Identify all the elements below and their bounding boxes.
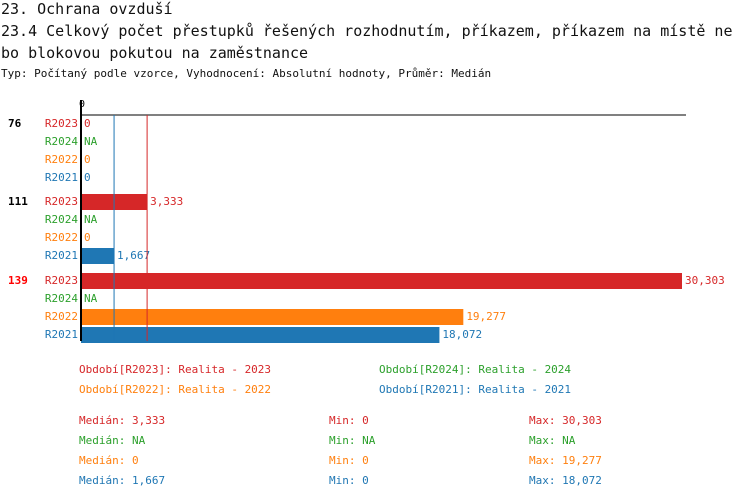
stat-min: Min: 0: [329, 454, 369, 467]
stat-min: Min: NA: [329, 434, 376, 447]
stat-max: Max: 19,277: [529, 454, 602, 467]
legend-item: Období[R2022]: Realita - 2022: [79, 383, 271, 396]
stat-max: Max: NA: [529, 434, 576, 447]
data-label: 0: [84, 231, 91, 244]
legend-item: Období[R2021]: Realita - 2021: [379, 383, 571, 396]
series-label: R2024: [45, 213, 78, 226]
data-label: 0: [84, 117, 91, 130]
data-label: NA: [84, 135, 98, 148]
data-label: NA: [84, 213, 98, 226]
data-label: 1,667: [117, 249, 150, 262]
series-label: R2023: [45, 274, 78, 287]
series-label: R2024: [45, 135, 78, 148]
stat-median: Medián: 3,333: [79, 414, 165, 427]
series-label: R2021: [45, 249, 78, 262]
section-title: 23. Ochrana ovzduší: [1, 0, 173, 18]
data-label: 3,333: [150, 195, 183, 208]
stat-max: Max: 18,072: [529, 474, 602, 487]
stat-median: Medián: NA: [79, 434, 146, 447]
chart-subtitle: Typ: Počítaný podle vzorce, Vyhodnocení:…: [1, 67, 492, 80]
bar: [81, 248, 115, 264]
series-label: R2024: [45, 292, 78, 305]
group-label: 111: [8, 195, 28, 208]
bar: [81, 309, 464, 325]
data-label: NA: [84, 292, 98, 305]
legend-item: Období[R2024]: Realita - 2024: [379, 363, 571, 376]
legend-item: Období[R2023]: Realita - 2023: [79, 363, 271, 376]
stat-max: Max: 30,303: [529, 414, 602, 427]
data-label: 0: [84, 171, 91, 184]
stat-min: Min: 0: [329, 414, 369, 427]
series-label: R2021: [45, 171, 78, 184]
stat-min: Min: 0: [329, 474, 369, 487]
group-label: 139: [8, 274, 28, 287]
stat-median: Medián: 0: [79, 454, 139, 467]
series-label: R2023: [45, 117, 78, 130]
data-label: 30,303: [685, 274, 725, 287]
data-label: 0: [84, 153, 91, 166]
bar: [81, 327, 440, 343]
data-label: 19,277: [466, 310, 506, 323]
x-tick-label: 0: [79, 99, 85, 110]
group-label: 76: [8, 117, 22, 130]
series-label: R2021: [45, 328, 78, 341]
series-label: R2022: [45, 310, 78, 323]
chart-title-line2: bo blokovou pokutou na zaměstnance: [1, 44, 309, 62]
stat-median: Medián: 1,667: [79, 474, 165, 487]
bar: [81, 273, 682, 289]
series-label: R2022: [45, 153, 78, 166]
data-label: 18,072: [442, 328, 482, 341]
series-label: R2023: [45, 195, 78, 208]
series-label: R2022: [45, 231, 78, 244]
chart-title-line1: 23.4 Celkový počet přestupků řešených ro…: [1, 22, 733, 40]
